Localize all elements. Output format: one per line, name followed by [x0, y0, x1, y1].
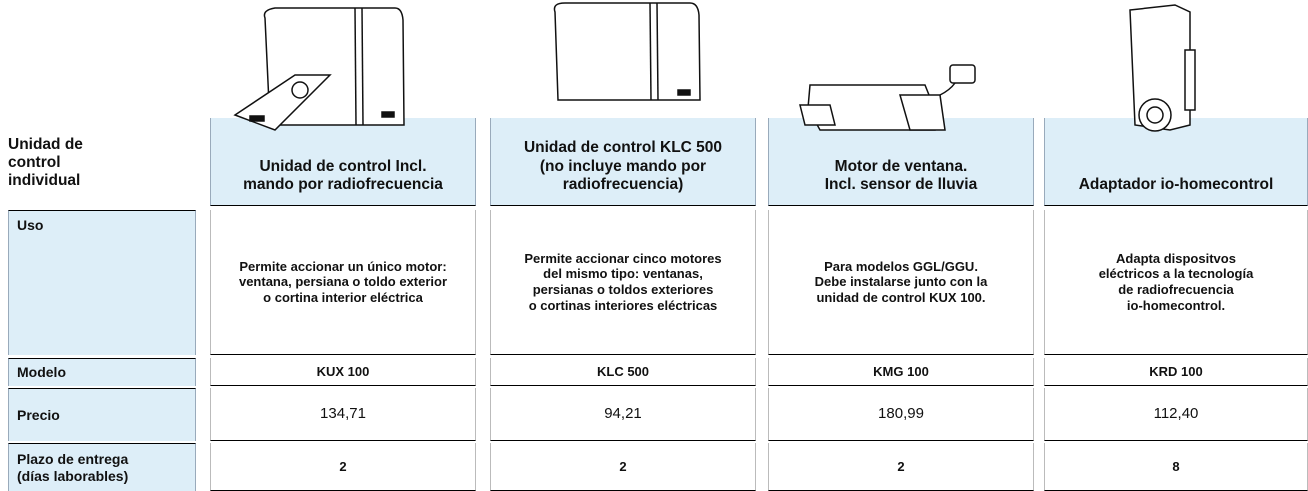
- motor-image: [799, 64, 976, 131]
- cell-modelo: KLC 500: [490, 358, 756, 386]
- row-label: Uso: [8, 210, 196, 355]
- section-title: Unidad de control individual: [8, 136, 83, 189]
- cell-plazo: 2: [768, 443, 1034, 491]
- adapter-image: [1129, 4, 1196, 132]
- cell-precio: 94,21: [490, 388, 756, 441]
- product-title: Unidad de control KLC 500 (no incluye ma…: [490, 118, 756, 206]
- control-unit-image: [233, 7, 405, 131]
- cell-precio: 134,71: [210, 388, 476, 441]
- cell-plazo: 2: [490, 443, 756, 491]
- cell-precio: 112,40: [1044, 388, 1308, 441]
- row-label: Modelo: [8, 358, 196, 386]
- product-images: [233, 2, 1196, 132]
- row-label: Plazo de entrega (días laborables): [8, 443, 196, 491]
- product-title: Adaptador io-homecontrol: [1044, 118, 1308, 206]
- cell-precio: 180,99: [768, 388, 1034, 441]
- product-title: Unidad de control Incl. mando por radiof…: [210, 118, 476, 206]
- cell-modelo: KRD 100: [1044, 358, 1308, 386]
- cell-modelo: KUX 100: [210, 358, 476, 386]
- row-label: Precio: [8, 388, 196, 441]
- cell-uso: Para modelos GGL/GGU. Debe instalarse ju…: [768, 210, 1034, 355]
- cell-uso: Permite accionar cinco motores del mismo…: [490, 210, 756, 355]
- cell-uso: Adapta dispositvos eléctricos a la tecno…: [1044, 210, 1308, 355]
- klc-unit-image: [553, 2, 701, 101]
- cell-modelo: KMG 100: [768, 358, 1034, 386]
- cell-uso: Permite accionar un único motor: ventana…: [210, 210, 476, 355]
- cell-plazo: 8: [1044, 443, 1308, 491]
- product-title: Motor de ventana. Incl. sensor de lluvia: [768, 118, 1034, 206]
- cell-plazo: 2: [210, 443, 476, 491]
